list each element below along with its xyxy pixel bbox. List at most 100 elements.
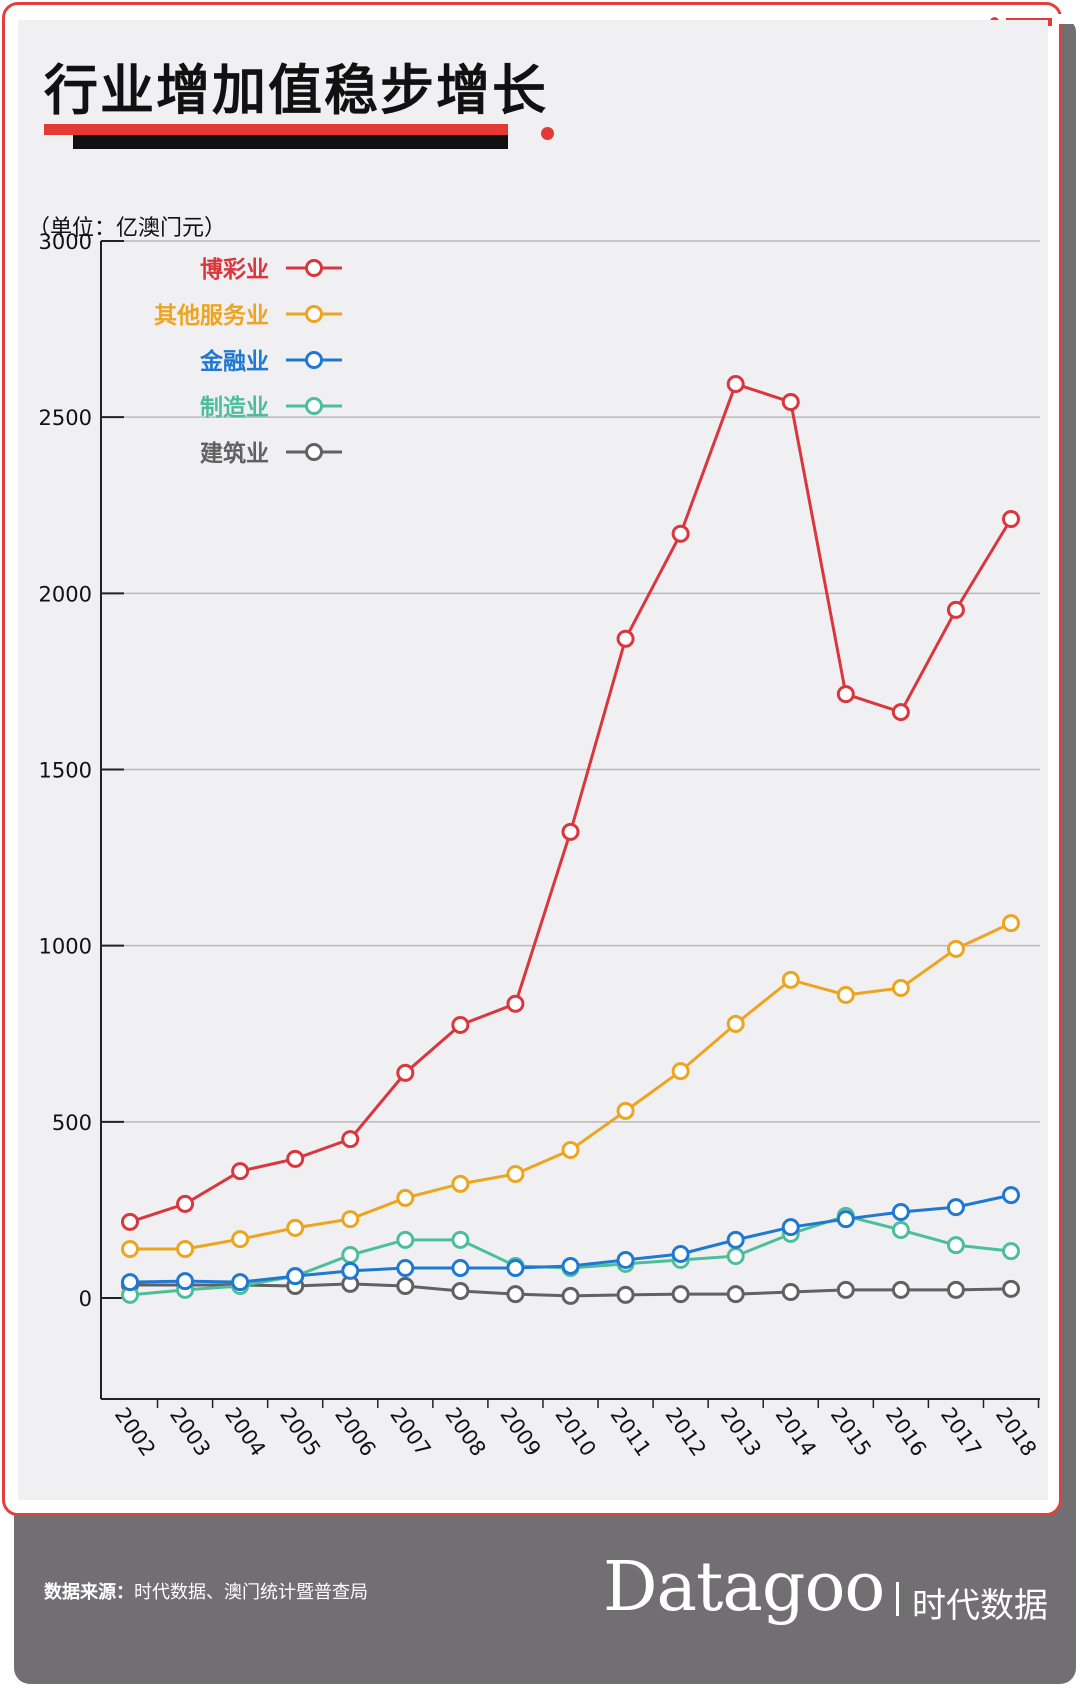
x-tick-label: 2018 [991, 1403, 1041, 1461]
data-point [671, 524, 690, 543]
data-point [231, 1162, 250, 1181]
legend-marker-icon [305, 397, 323, 415]
series-lines [121, 375, 1020, 1305]
data-point [121, 1240, 139, 1259]
data-point [781, 393, 800, 412]
y-tick-label: 3000 [39, 230, 92, 254]
data-point [891, 1220, 910, 1239]
data-point [616, 1285, 635, 1304]
data-point [671, 1244, 690, 1263]
x-tick-label: 2007 [385, 1403, 435, 1461]
data-point [836, 685, 855, 704]
title-underline-black [73, 135, 508, 149]
x-tick-label: 2016 [881, 1403, 931, 1461]
data-point [836, 985, 855, 1004]
legend-marker-icon [305, 259, 323, 277]
data-point [561, 1256, 580, 1275]
data-point [616, 1250, 635, 1269]
gridlines [101, 240, 1040, 1123]
data-point [451, 1281, 470, 1300]
data-point [726, 375, 745, 394]
data-point [891, 978, 910, 997]
data-source-label: 数据来源： [44, 1582, 134, 1603]
data-point [891, 1280, 910, 1299]
data-point [396, 1277, 415, 1296]
y-tick-label: 2500 [39, 406, 92, 430]
legend-label: 博彩业 [200, 256, 269, 283]
x-tick-label: 2017 [936, 1403, 986, 1461]
data-point [946, 600, 965, 619]
axes [100, 241, 1040, 1400]
data-point [176, 1194, 195, 1213]
data-point [451, 1230, 470, 1249]
legend-marker-icon [305, 305, 323, 323]
data-point [341, 1246, 360, 1265]
y-tick-label: 0 [79, 1287, 92, 1311]
series-金融业 [121, 1186, 1020, 1292]
y-tick-label: 2000 [39, 582, 92, 606]
data-point [781, 970, 800, 989]
data-point [891, 703, 910, 722]
data-point [1002, 1242, 1020, 1261]
data-point [176, 1272, 195, 1291]
series-line [129, 382, 1013, 1224]
data-point [561, 1141, 580, 1160]
title-underline-red [44, 124, 508, 135]
data-point [1002, 1186, 1020, 1205]
title-underline-dot [541, 127, 554, 140]
x-axis-ticks: 2002 2003 2004 2005 2006 2007 2008 2009 2010 2011… [110, 1399, 1041, 1461]
data-point [726, 1285, 745, 1304]
data-point [726, 1230, 745, 1249]
data-point [396, 1063, 415, 1082]
x-tick-label: 2012 [661, 1403, 711, 1461]
data-point [176, 1240, 195, 1259]
data-point [1002, 914, 1020, 933]
data-point [726, 1247, 745, 1266]
data-point [451, 1015, 470, 1034]
y-tick-label: 1500 [39, 759, 92, 783]
data-point [506, 1285, 525, 1304]
series-博彩业 [121, 375, 1020, 1231]
data-point [836, 1210, 855, 1229]
legend-marker-icon [305, 443, 323, 461]
data-point [451, 1259, 470, 1278]
data-point [561, 822, 580, 841]
data-point [561, 1286, 580, 1305]
data-point [286, 1149, 305, 1168]
data-point [946, 1280, 965, 1299]
x-tick-label: 2008 [440, 1403, 490, 1461]
x-tick-label: 2010 [550, 1403, 600, 1461]
page-title: 行业增加值稳步增长 [44, 59, 548, 122]
brand-chinese-name: 时代数据 [912, 1586, 1048, 1626]
y-tick-label: 1000 [39, 935, 92, 959]
data-point [836, 1280, 855, 1299]
x-tick-label: 2009 [495, 1403, 545, 1461]
data-point [121, 1212, 139, 1231]
data-point [231, 1230, 250, 1249]
data-point [781, 1283, 800, 1302]
x-tick-label: 2006 [330, 1403, 380, 1461]
card-border-gap [1046, 14, 1080, 24]
x-tick-label: 2014 [771, 1403, 821, 1461]
data-point [286, 1218, 305, 1237]
data-point [946, 1236, 965, 1255]
data-point [616, 1101, 635, 1120]
data-point [726, 1014, 745, 1033]
data-point [1002, 1279, 1020, 1298]
x-tick-label: 2015 [826, 1403, 876, 1461]
data-point [286, 1267, 305, 1286]
data-point [396, 1230, 415, 1249]
unit-label: （单位：亿澳门元） [28, 216, 227, 241]
data-point [121, 1273, 139, 1292]
data-point [946, 1198, 965, 1217]
legend-marker-icon [305, 351, 323, 369]
brand-separator [896, 1582, 899, 1616]
data-point [341, 1130, 360, 1149]
series-line [130, 921, 1012, 1251]
y-axis-ticks: 0 500 1000 1500 2000 2500 3000 [39, 230, 124, 1311]
data-point [891, 1203, 910, 1222]
x-tick-label: 2003 [165, 1403, 215, 1461]
legend-label: 其他服务业 [154, 303, 269, 329]
